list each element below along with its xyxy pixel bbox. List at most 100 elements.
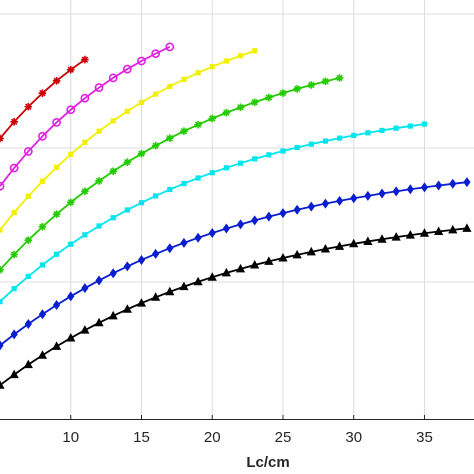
data-point xyxy=(321,198,330,209)
data-point xyxy=(25,273,31,279)
data-point xyxy=(279,89,287,97)
data-point xyxy=(108,73,118,83)
data-point xyxy=(294,144,300,151)
data-point xyxy=(223,165,229,171)
data-point xyxy=(151,49,161,59)
data-point xyxy=(180,237,188,248)
data-point xyxy=(66,198,75,207)
data-point xyxy=(52,118,61,127)
data-point xyxy=(293,204,301,215)
data-point xyxy=(38,309,47,320)
data-point xyxy=(379,127,385,134)
data-point xyxy=(24,102,33,111)
data-point xyxy=(195,175,201,181)
data-point xyxy=(11,285,17,292)
data-point xyxy=(109,167,117,176)
data-point xyxy=(66,65,75,74)
data-point xyxy=(80,325,90,334)
data-point xyxy=(94,83,104,92)
data-point xyxy=(250,260,260,269)
data-point xyxy=(167,186,173,193)
data-point xyxy=(167,83,173,90)
data-point xyxy=(223,58,229,64)
data-point xyxy=(9,369,19,379)
data-point xyxy=(181,76,187,82)
data-point xyxy=(109,268,117,279)
data-point xyxy=(251,215,259,226)
data-point xyxy=(38,222,47,231)
data-point xyxy=(334,241,345,250)
data-point xyxy=(419,228,430,237)
data-point xyxy=(52,300,61,311)
data-point xyxy=(25,193,31,199)
data-point xyxy=(66,105,76,115)
data-point xyxy=(51,341,62,350)
series-1 xyxy=(0,55,89,143)
data-point xyxy=(23,147,33,156)
series-6 xyxy=(0,177,471,351)
data-point xyxy=(110,215,116,221)
data-point xyxy=(0,181,5,191)
data-point xyxy=(68,151,74,157)
data-point xyxy=(307,201,315,212)
data-point xyxy=(96,128,102,134)
data-point xyxy=(448,224,458,234)
axes xyxy=(0,415,474,420)
data-point xyxy=(293,85,301,93)
data-point xyxy=(365,130,371,136)
data-point xyxy=(222,108,231,117)
data-point xyxy=(11,209,17,216)
data-point xyxy=(151,292,161,301)
x-tick-label: 25 xyxy=(275,429,292,446)
data-point xyxy=(136,298,147,307)
data-point xyxy=(180,127,188,136)
data-point xyxy=(320,243,331,253)
data-point xyxy=(252,48,258,54)
data-point xyxy=(0,227,3,233)
data-point xyxy=(222,223,230,234)
data-point xyxy=(377,234,387,243)
data-point xyxy=(38,89,47,97)
data-point xyxy=(0,299,3,305)
data-point xyxy=(209,170,215,176)
data-point xyxy=(152,248,160,259)
data-point xyxy=(279,208,287,219)
data-point xyxy=(165,286,175,296)
data-point xyxy=(138,99,145,105)
data-point xyxy=(82,232,88,238)
series-5 xyxy=(0,121,428,305)
data-point xyxy=(349,238,359,248)
data-point xyxy=(278,253,288,262)
data-point xyxy=(108,310,118,320)
data-point xyxy=(24,318,32,329)
data-point xyxy=(407,123,413,129)
data-point xyxy=(265,211,273,222)
data-point xyxy=(351,132,357,139)
data-point xyxy=(153,91,159,97)
series-2 xyxy=(0,42,175,191)
data-point xyxy=(96,223,102,229)
data-point xyxy=(95,275,103,286)
data-point xyxy=(67,291,75,302)
data-point xyxy=(321,77,330,86)
data-point xyxy=(52,77,61,85)
data-point xyxy=(194,120,202,129)
data-point xyxy=(53,251,60,257)
data-point xyxy=(95,177,103,185)
data-point xyxy=(336,135,343,141)
data-point xyxy=(237,53,244,59)
data-point xyxy=(252,156,258,162)
data-point xyxy=(0,340,4,351)
data-point xyxy=(94,317,104,327)
data-point xyxy=(39,178,46,184)
data-point xyxy=(209,64,215,70)
data-point xyxy=(236,103,245,112)
data-point xyxy=(391,232,401,241)
data-point xyxy=(24,236,33,244)
data-point xyxy=(434,226,444,236)
data-point xyxy=(250,98,259,107)
data-point xyxy=(151,141,160,150)
x-tick-labels: 10 15 20 25 30 35 xyxy=(62,429,432,446)
data-point xyxy=(123,158,132,166)
data-point xyxy=(393,125,399,131)
